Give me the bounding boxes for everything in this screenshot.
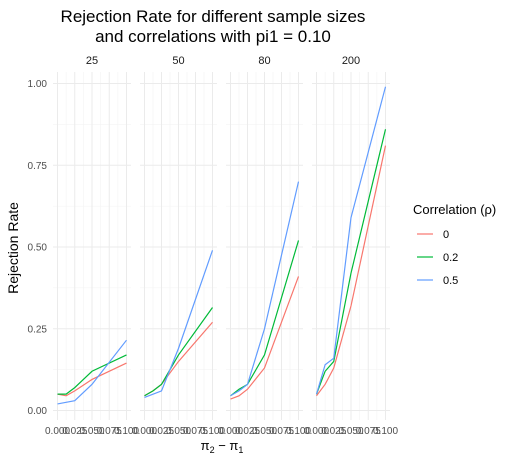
legend-label: 0.2 bbox=[443, 252, 458, 264]
facet-panels: 250.0000.0250.0500.0750.100500.0000.0250… bbox=[45, 55, 398, 437]
y-tick-label: 0.50 bbox=[28, 243, 48, 254]
y-tick-label: 0.75 bbox=[28, 161, 48, 172]
x-tick-label: 0.075 bbox=[269, 426, 294, 437]
series-line-0-5-facet-50 bbox=[144, 250, 214, 398]
series-line-0-5-facet-25 bbox=[57, 339, 127, 405]
x-tick-label: 0.100 bbox=[200, 426, 225, 437]
legend-item-0-2: 0.2 bbox=[417, 252, 458, 264]
x-tick-label: 0.025 bbox=[321, 426, 346, 437]
series-line-0-facet-25 bbox=[57, 362, 127, 397]
series-line-0-5-facet-80 bbox=[230, 181, 300, 397]
facet-strip-label-25: 25 bbox=[86, 55, 98, 67]
series-line-0-2-facet-25 bbox=[57, 354, 127, 395]
facet-strip-label-50: 50 bbox=[172, 55, 184, 67]
x-tick-label: 0.000 bbox=[304, 426, 329, 437]
x-tick-label: 0.025 bbox=[149, 426, 174, 437]
series-line-0-facet-200 bbox=[316, 145, 387, 397]
x-tick-label: 0.100 bbox=[286, 426, 311, 437]
x-axis-label-minus-pi: − π bbox=[215, 438, 239, 453]
x-tick-label: 0.025 bbox=[235, 426, 260, 437]
x-axis-label: π2 − π1 bbox=[201, 438, 244, 455]
facet-strip-label-200: 200 bbox=[342, 55, 360, 67]
x-tick-label: 0.050 bbox=[79, 426, 104, 437]
legend: Correlation (ρ) 0 0.2 0.5 bbox=[413, 202, 496, 287]
legend-title: Correlation (ρ) bbox=[413, 202, 496, 217]
legend-item-0: 0 bbox=[417, 229, 449, 241]
series-line-0-5-facet-200 bbox=[315, 86, 387, 395]
y-tick-label: 0.25 bbox=[28, 324, 48, 335]
chart-title: Rejection Rate for different sample size… bbox=[61, 7, 366, 46]
y-axis-label: Rejection Rate bbox=[5, 202, 21, 294]
legend-item-0-5: 0.5 bbox=[417, 275, 458, 287]
y-tick-label: 1.00 bbox=[28, 79, 48, 90]
x-tick-label: 0.050 bbox=[166, 426, 191, 437]
x-axis-label-sub-b: 1 bbox=[238, 445, 243, 455]
x-tick-label: 0.075 bbox=[183, 426, 208, 437]
y-tick-label: 0.00 bbox=[28, 406, 48, 417]
x-tick-label: 0.000 bbox=[218, 426, 243, 437]
chart-title-line: and correlations with pi1 = 0.10 bbox=[95, 27, 331, 46]
series-line-0-2-facet-200 bbox=[315, 129, 387, 395]
y-axis: 0.00 0.25 0.50 0.75 1.00 bbox=[28, 79, 48, 417]
chart-title-line: Rejection Rate for different sample size… bbox=[61, 7, 366, 26]
series-line-0-2-facet-50 bbox=[144, 307, 213, 397]
series-line-0-facet-80 bbox=[230, 276, 300, 400]
x-tick-label: 0.000 bbox=[45, 426, 70, 437]
x-tick-label: 0.050 bbox=[338, 426, 363, 437]
x-axis-label-sub-a: 2 bbox=[210, 445, 215, 455]
x-tick-label: 0.050 bbox=[252, 426, 277, 437]
x-tick-label: 0.075 bbox=[356, 426, 381, 437]
x-tick-label: 0.075 bbox=[97, 426, 122, 437]
facet-strip-label-80: 80 bbox=[258, 55, 270, 67]
x-tick-label: 0.000 bbox=[132, 426, 157, 437]
x-tick-label: 0.025 bbox=[62, 426, 87, 437]
chart-title-text: Rejection Rate for different sample size… bbox=[61, 7, 366, 46]
x-tick-label: 0.100 bbox=[114, 426, 139, 437]
legend-label: 0 bbox=[443, 229, 449, 241]
x-tick-label: 0.100 bbox=[373, 426, 398, 437]
legend-label: 0.5 bbox=[443, 275, 458, 287]
x-axis-label-pi-a: π bbox=[201, 438, 210, 453]
